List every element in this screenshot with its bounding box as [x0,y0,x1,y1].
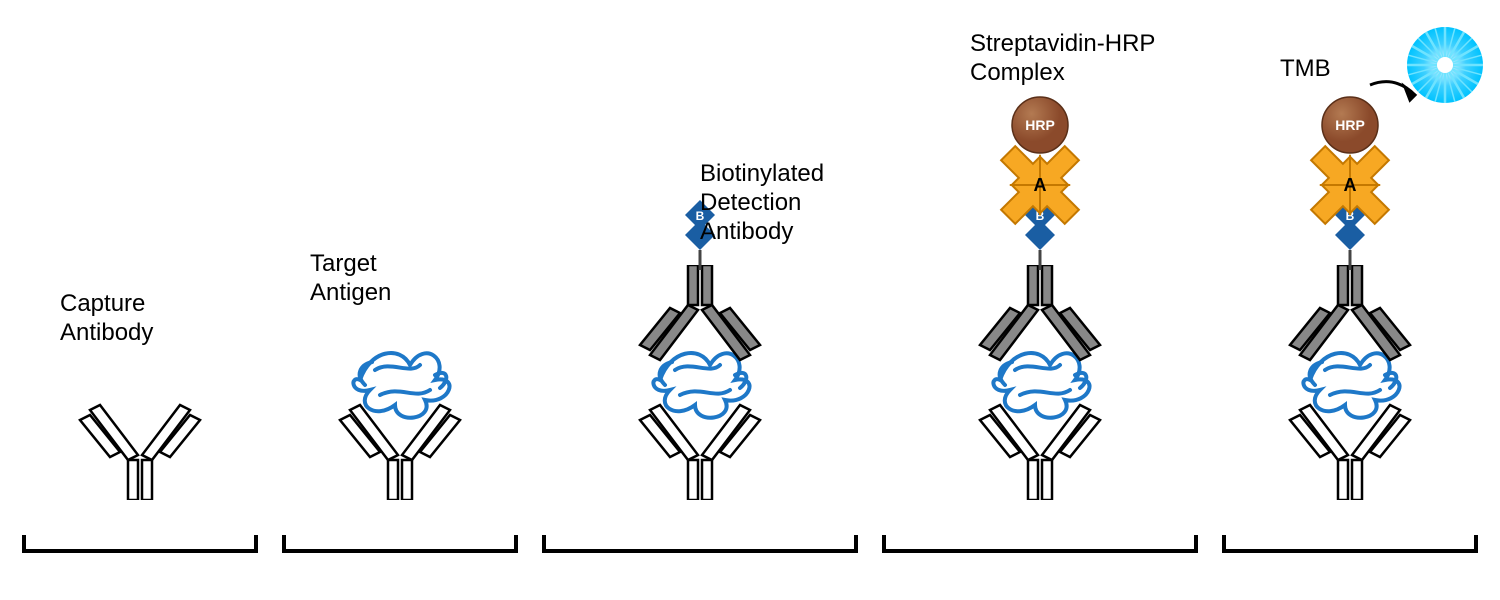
step-label-1: Capture Antibody [60,290,153,348]
detection-antibody-icon [1250,265,1450,365]
component-stack: B A HRP [880,40,1200,500]
elisa-step-3: B [540,40,860,560]
detection-antibody-icon [600,265,800,365]
step-label-4: Streptavidin-HRP Complex [970,30,1155,88]
step-label-3: Biotinylated Detection Antibody [700,160,824,246]
detection-antibody-icon [940,265,1140,365]
hrp-icon: HRP [940,95,1140,155]
capture-antibody-icon [40,400,240,500]
svg-text:HRP: HRP [1025,117,1055,133]
svg-text:HRP: HRP [1335,117,1365,133]
component-stack: B [540,40,860,500]
tmb-substrate-icon [1405,25,1485,105]
svg-text:A: A [1344,175,1357,195]
elisa-step-5: B A HRP [1220,40,1480,560]
step-label-5: TMB [1280,55,1331,84]
step-label-2: Target Antigen [310,250,391,308]
antigen-icon [300,320,500,440]
svg-text:A: A [1034,175,1047,195]
component-stack: B A HRP [1220,40,1480,500]
elisa-step-4: B A HRP [880,40,1200,560]
component-stack [20,40,260,500]
